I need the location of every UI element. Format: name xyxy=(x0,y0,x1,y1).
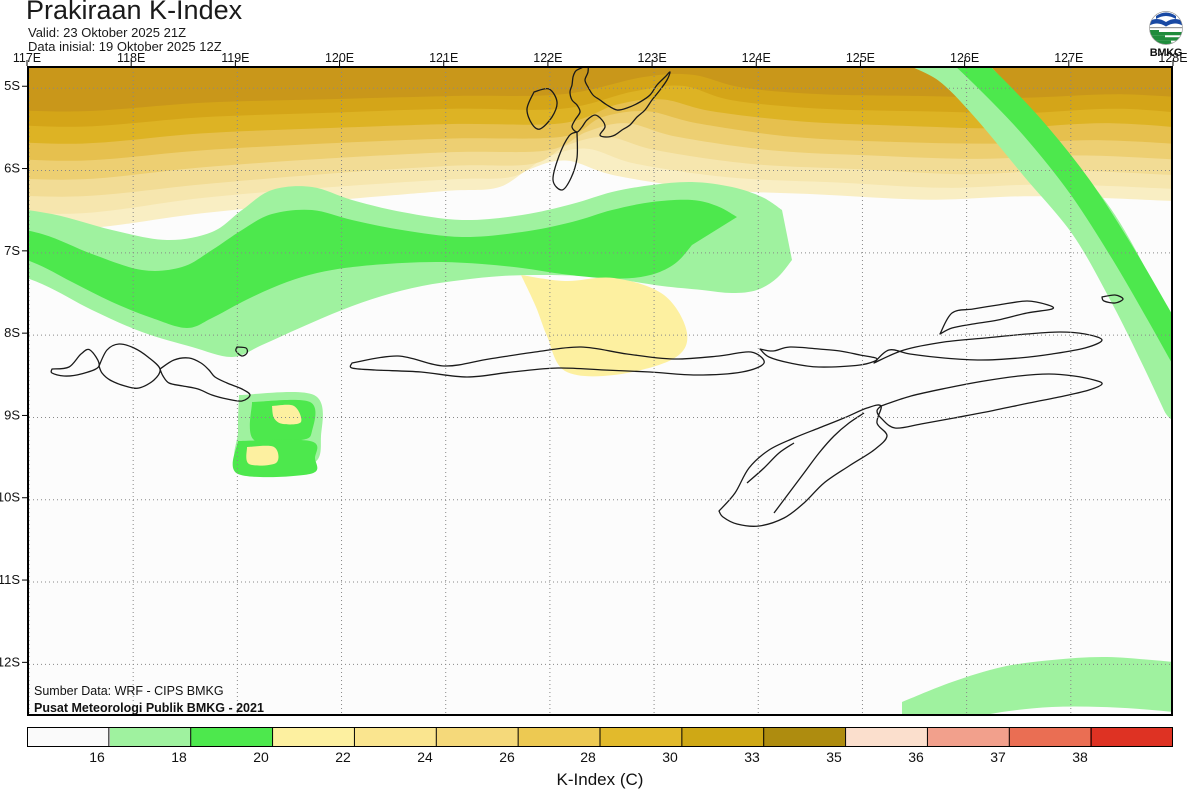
svg-text:12S: 12S xyxy=(0,654,20,669)
svg-text:125E: 125E xyxy=(846,51,875,65)
svg-text:127E: 127E xyxy=(1054,51,1083,65)
svg-text:123E: 123E xyxy=(637,51,666,65)
svg-text:7S: 7S xyxy=(4,243,20,258)
svg-text:120E: 120E xyxy=(325,51,354,65)
svg-text:124E: 124E xyxy=(742,51,771,65)
svg-text:8S: 8S xyxy=(4,325,20,340)
svg-text:11S: 11S xyxy=(0,572,20,587)
svg-text:5S: 5S xyxy=(4,78,20,93)
svg-text:121E: 121E xyxy=(429,51,458,65)
svg-text:126E: 126E xyxy=(950,51,979,65)
svg-text:122E: 122E xyxy=(533,51,562,65)
svg-text:10S: 10S xyxy=(0,490,20,505)
svg-text:119E: 119E xyxy=(221,51,249,65)
svg-text:6S: 6S xyxy=(4,161,20,176)
svg-text:9S: 9S xyxy=(4,407,20,422)
